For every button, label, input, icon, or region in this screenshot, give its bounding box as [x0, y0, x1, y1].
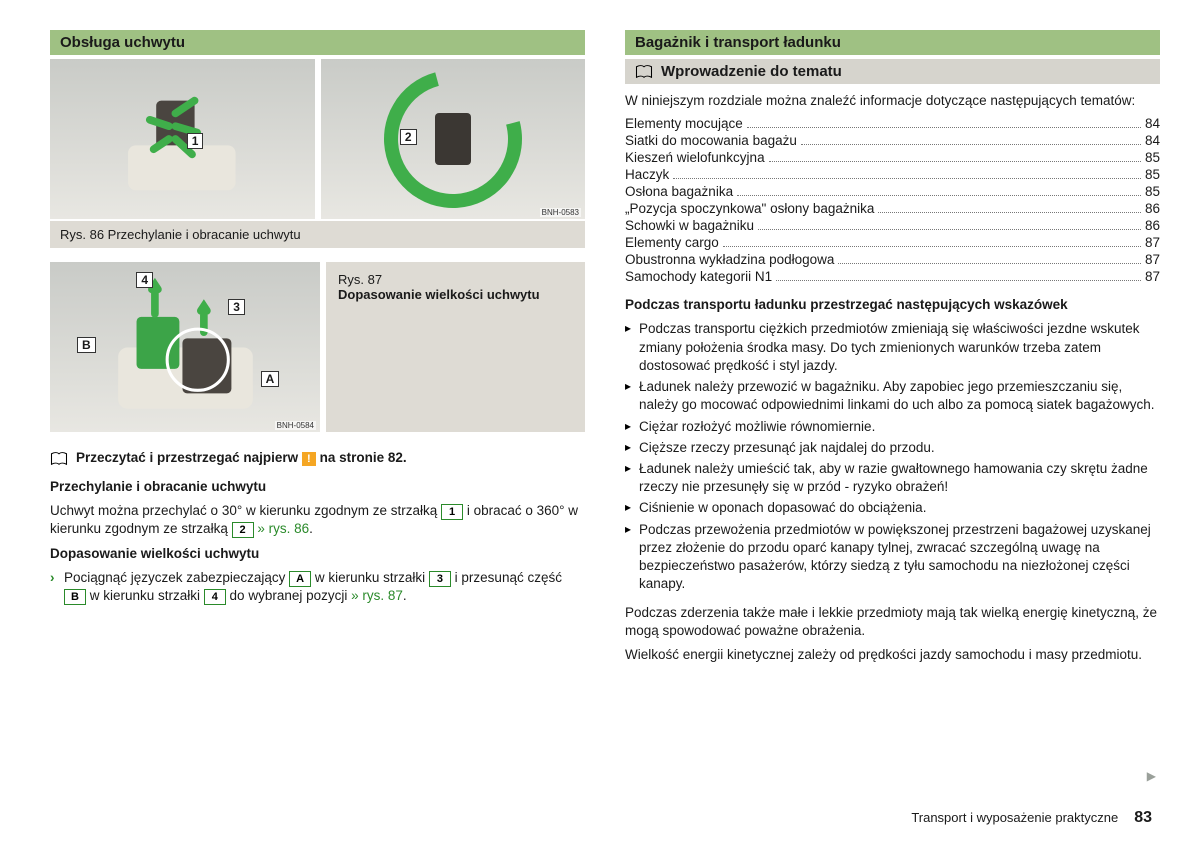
- sec1-body: Uchwyt można przechylać o 30° w kierunku…: [50, 502, 585, 538]
- s1e: do wybranej pozycji: [226, 588, 351, 603]
- toc-row: Elementy mocujące 84: [625, 116, 1160, 131]
- toc-row: Osłona bagażnika 85: [625, 184, 1160, 199]
- book-icon: [50, 450, 68, 465]
- s1b: w kierunku strzałki: [311, 570, 429, 585]
- toc-page: 84: [1145, 133, 1160, 148]
- sec2-steps: Pociągnąć języczek zabezpieczający A w k…: [50, 569, 585, 605]
- right-p2: Wielkość energii kinetycznej zależy od p…: [625, 646, 1160, 664]
- s1a: Pociągnąć języczek zabezpieczający: [64, 570, 289, 585]
- toc-page: 85: [1145, 167, 1160, 182]
- toc: Elementy mocujące84Siatki do mocowania b…: [625, 116, 1160, 284]
- toc-dots: [769, 160, 1141, 162]
- left-heading: Obsługa uchwytu: [50, 30, 585, 55]
- warn-icon: !: [302, 452, 316, 466]
- toc-dots: [737, 194, 1141, 196]
- fig86-label-1: 1: [187, 133, 204, 149]
- toc-label: Osłona bagażnika: [625, 184, 733, 199]
- toc-dots: [723, 245, 1141, 247]
- fig87-caption-box: Rys. 87 Dopasowanie wielkości uchwytu: [326, 262, 585, 432]
- right-heading: Bagażnik i transport ładunku: [625, 30, 1160, 55]
- sec1-ref: » rys. 86: [254, 521, 310, 536]
- toc-dots: [838, 262, 1141, 264]
- sec1-l1a: Uchwyt można przechylać o 30° w kierunku…: [50, 503, 441, 518]
- continue-triangle: ▶: [1147, 769, 1156, 783]
- guideline-item: Ładunek należy umieścić tak, aby w razie…: [625, 460, 1160, 496]
- fig86-caption: Rys. 86 Przechylanie i obracanie uchwytu: [50, 221, 585, 248]
- toc-page: 86: [1145, 218, 1160, 233]
- s1c: i przesunąć część: [451, 570, 562, 585]
- toc-dots: [801, 143, 1141, 145]
- footer-page: 83: [1134, 809, 1152, 827]
- fig87-n4: 4: [136, 272, 153, 288]
- s1d: w kierunku strzałki: [86, 588, 204, 603]
- fig86-label-2: 2: [400, 129, 417, 145]
- toc-row: Schowki w bagażniku 86: [625, 218, 1160, 233]
- sec2-ref: » rys. 87: [351, 588, 403, 603]
- toc-label: Elementy mocujące: [625, 116, 743, 131]
- toc-label: Obustronna wykładzina podłogowa: [625, 252, 834, 267]
- footer-text: Transport i wyposażenie praktyczne: [911, 810, 1118, 825]
- toc-dots: [776, 279, 1141, 281]
- fig87-n3: 3: [228, 299, 245, 315]
- intro-post: na stronie 82.: [320, 450, 407, 465]
- toc-row: „Pozycja spoczynkowa" osłony bagażnika 86: [625, 201, 1160, 216]
- fig87-caption-text: Dopasowanie wielkości uchwytu: [338, 287, 573, 302]
- right-intro: W niniejszym rozdziale można znaleźć inf…: [625, 92, 1160, 110]
- toc-page: 86: [1145, 201, 1160, 216]
- toc-row: Haczyk 85: [625, 167, 1160, 182]
- toc-label: Siatki do mocowania bagażu: [625, 133, 797, 148]
- read-first-line: Przeczytać i przestrzegać najpierw ! na …: [50, 450, 585, 466]
- guideline-item: Ciśnienie w oponach dopasować do obciąże…: [625, 499, 1160, 517]
- toc-row: Kieszeń wielofunkcyjna 85: [625, 150, 1160, 165]
- toc-label: Kieszeń wielofunkcyjna: [625, 150, 765, 165]
- fig86-row: 1 2 BNH-0583: [50, 59, 585, 219]
- right-p1: Podczas zderzenia także małe i lekkie pr…: [625, 604, 1160, 640]
- guideline-item: Ciężar rozłożyć możliwie równomiernie.: [625, 418, 1160, 436]
- fig87-caption-title: Rys. 87: [338, 272, 573, 287]
- guidelines-list: Podczas transportu ciężkich przedmiotów …: [625, 320, 1160, 593]
- toc-dots: [673, 177, 1141, 179]
- toc-page: 87: [1145, 269, 1160, 284]
- toc-row: Obustronna wykładzina podłogowa 87: [625, 252, 1160, 267]
- right-subheading: Wprowadzenie do tematu: [625, 59, 1160, 84]
- fig86-left: 1: [50, 59, 315, 219]
- toc-dots: [878, 211, 1141, 213]
- toc-row: Siatki do mocowania bagażu 84: [625, 133, 1160, 148]
- toc-page: 85: [1145, 150, 1160, 165]
- toc-page: 84: [1145, 116, 1160, 131]
- fig87-img: 4 3 B A BNH-0584: [50, 262, 320, 432]
- fig87-row: 4 3 B A BNH-0584 Rys. 87 Dopasowanie wie…: [50, 262, 585, 432]
- toc-dots: [747, 126, 1141, 128]
- fig87-B: B: [77, 337, 96, 353]
- fig86-code: BNH-0583: [540, 208, 581, 217]
- toc-row: Samochody kategorii N1 87: [625, 269, 1160, 284]
- fig86-right: 2 BNH-0583: [321, 59, 586, 219]
- subheading-text: Wprowadzenie do tematu: [661, 63, 842, 80]
- intro-pre: Przeczytać i przestrzegać najpierw: [76, 450, 298, 465]
- toc-label: Haczyk: [625, 167, 669, 182]
- toc-label: „Pozycja spoczynkowa" osłony bagażnika: [625, 201, 874, 216]
- toc-page: 87: [1145, 252, 1160, 267]
- guideline-item: Ładunek należy przewozić w bagażniku. Ab…: [625, 378, 1160, 414]
- page-footer: Transport i wyposażenie praktyczne 83: [911, 809, 1152, 827]
- toc-dots: [758, 228, 1141, 230]
- book-icon-2: [635, 63, 653, 80]
- toc-page: 85: [1145, 184, 1160, 199]
- sec2-title: Dopasowanie wielkości uchwytu: [50, 545, 585, 563]
- fig87-A: A: [261, 371, 280, 387]
- toc-row: Elementy cargo 87: [625, 235, 1160, 250]
- guideline-item: Podczas przewożenia przedmiotów w powięk…: [625, 521, 1160, 594]
- fig87-code: BNH-0584: [275, 421, 316, 430]
- guideline-item: Podczas transportu ciężkich przedmiotów …: [625, 320, 1160, 375]
- toc-label: Samochody kategorii N1: [625, 269, 772, 284]
- guidelines-title: Podczas transportu ładunku przestrzegać …: [625, 296, 1160, 314]
- sec1-title: Przechylanie i obracanie uchwytu: [50, 478, 585, 496]
- toc-label: Elementy cargo: [625, 235, 719, 250]
- right-column: Bagażnik i transport ładunku Wprowadzeni…: [625, 30, 1160, 670]
- left-column: Obsługa uchwytu 1 2 BNH-0583 Ry: [50, 30, 585, 670]
- toc-label: Schowki w bagażniku: [625, 218, 754, 233]
- guideline-item: Cięższe rzeczy przesunąć jak najdalej do…: [625, 439, 1160, 457]
- toc-page: 87: [1145, 235, 1160, 250]
